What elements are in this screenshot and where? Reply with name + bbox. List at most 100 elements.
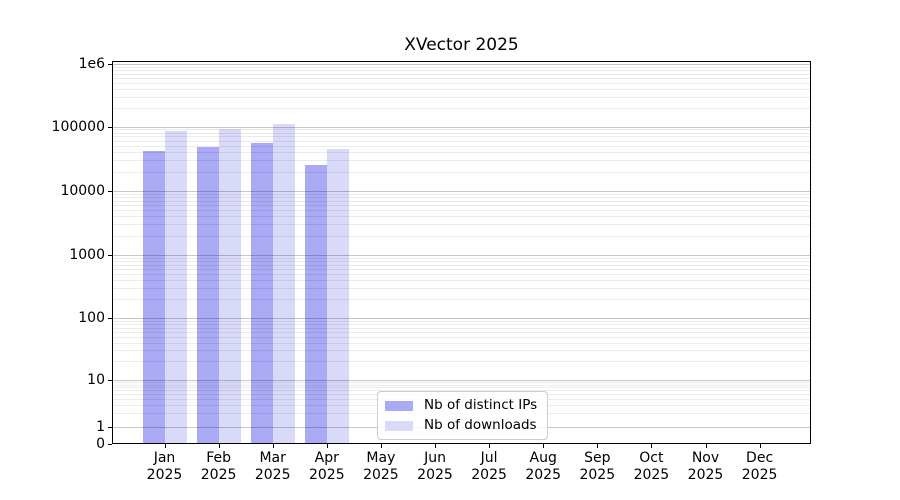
x-tick-may <box>380 444 382 448</box>
minor-gridline <box>113 66 810 68</box>
x-tick-label-jan: Jan 2025 <box>133 450 197 484</box>
minor-gridline <box>113 382 810 384</box>
minor-gridline <box>113 107 810 109</box>
x-label-month: Sep <box>584 450 611 466</box>
y-tick-label-100: 100 <box>78 310 105 326</box>
y-tick-1000 <box>108 255 112 256</box>
minor-gridline <box>113 280 810 282</box>
x-tick-aug <box>543 444 545 448</box>
minor-gridline <box>113 299 810 301</box>
y-tick-label-10: 10 <box>87 372 105 388</box>
y-tick-label-0: 0 <box>96 436 105 452</box>
minor-gridline <box>113 136 810 138</box>
minor-gridline <box>113 320 810 322</box>
minor-gridline <box>113 350 810 352</box>
minor-gridline <box>113 197 810 199</box>
y-tick-label-100000: 100000 <box>51 118 105 135</box>
minor-gridline <box>113 200 810 202</box>
chart-title: XVector 2025 <box>404 35 519 55</box>
x-label-month: Apr <box>314 450 339 466</box>
minor-gridline <box>113 82 810 84</box>
bar-feb-2025-s0 <box>196 147 219 443</box>
x-label-month: Aug <box>529 450 557 466</box>
minor-gridline <box>113 88 810 90</box>
x-tick-apr <box>326 444 328 448</box>
minor-gridline <box>113 257 810 259</box>
x-label-month: Mar <box>259 450 286 466</box>
x-label-year: 2025 <box>254 467 291 483</box>
x-tick-nov <box>705 444 707 448</box>
minor-gridline <box>113 145 810 147</box>
minor-gridline <box>113 77 810 79</box>
minor-gridline <box>113 287 810 289</box>
legend: Nb of distinct IPs Nb of downloads <box>377 391 549 440</box>
x-label-month: Dec <box>746 450 774 466</box>
minor-gridline <box>113 264 810 266</box>
x-tick-label-aug: Aug 2025 <box>511 450 575 484</box>
y-tick-1e6 <box>108 64 112 65</box>
x-tick-dec <box>759 444 761 448</box>
minor-gridline <box>113 129 810 131</box>
y-tick-100000 <box>108 126 112 128</box>
x-label-year: 2025 <box>146 467 183 483</box>
y-tick-label-1: 1 <box>96 419 105 435</box>
minor-gridline <box>113 361 810 363</box>
bar-jan-2025-s1 <box>164 131 187 443</box>
x-label-year: 2025 <box>417 467 453 483</box>
bar-mar-2025-s1 <box>272 123 295 443</box>
minor-gridline <box>113 336 810 338</box>
x-label-year: 2025 <box>200 467 237 483</box>
y-tick-10 <box>108 380 112 381</box>
minor-gridline <box>113 73 810 75</box>
major-gridline-100 <box>113 318 810 319</box>
plot-area <box>112 61 811 444</box>
minor-gridline <box>113 331 810 333</box>
minor-gridline <box>113 70 810 72</box>
x-tick-label-feb: Feb 2025 <box>187 450 251 484</box>
minor-gridline <box>113 327 810 329</box>
x-label-year: 2025 <box>471 467 507 483</box>
minor-gridline <box>113 268 810 270</box>
x-label-month: Nov <box>691 450 720 466</box>
x-label-month: Oct <box>639 450 664 466</box>
minor-gridline <box>113 132 810 134</box>
y-tick-label-1000: 1000 <box>69 247 105 263</box>
x-tick-sep <box>597 444 599 448</box>
y-tick-1 <box>108 427 112 428</box>
x-label-month: Jan <box>153 450 176 466</box>
x-label-month: May <box>366 450 396 466</box>
legend-item-distinct-ips: Nb of distinct IPs <box>385 397 537 414</box>
x-label-year: 2025 <box>633 467 670 483</box>
minor-gridline <box>113 224 810 226</box>
y-tick-label-10000: 10000 <box>60 183 105 199</box>
minor-gridline <box>113 193 810 195</box>
legend-swatch-distinct-ips <box>385 400 413 411</box>
major-gridline-1e6 <box>113 64 810 65</box>
bar-jan-2025-s0 <box>142 150 165 443</box>
legend-label-downloads: Nb of downloads <box>424 417 537 433</box>
x-tick-jun <box>435 444 436 448</box>
x-label-year: 2025 <box>363 467 399 483</box>
bar-mar-2025-s0 <box>250 142 273 443</box>
x-label-year: 2025 <box>741 467 778 483</box>
y-tick-100 <box>108 318 112 319</box>
minor-gridline <box>113 235 810 237</box>
y-tick-0 <box>108 444 112 445</box>
x-label-month: Feb <box>206 450 231 466</box>
minor-gridline <box>113 273 810 275</box>
x-tick-label-sep: Sep 2025 <box>565 450 629 484</box>
minor-gridline <box>113 210 810 212</box>
minor-gridline <box>113 387 810 389</box>
x-tick-label-oct: Oct 2025 <box>619 450 683 484</box>
minor-gridline <box>113 384 810 386</box>
bar-apr-2025-s1 <box>326 149 349 443</box>
legend-item-downloads: Nb of downloads <box>385 417 537 434</box>
legend-swatch-downloads <box>385 420 413 431</box>
x-label-year: 2025 <box>525 467 561 483</box>
x-tick-mar <box>272 444 274 448</box>
y-tick-10000 <box>108 191 112 192</box>
bar-feb-2025-s1 <box>218 128 241 443</box>
x-tick-label-mar: Mar 2025 <box>241 450 305 484</box>
x-label-year: 2025 <box>579 467 616 483</box>
x-label-month: Jul <box>480 450 498 466</box>
